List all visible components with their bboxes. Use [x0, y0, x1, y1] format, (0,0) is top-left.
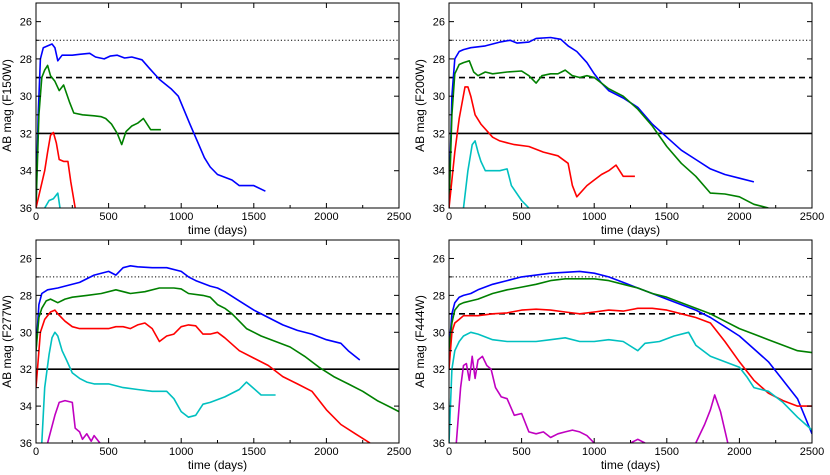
y-axis-label: AB mag (F277W) — [0, 295, 14, 388]
series-line-red — [449, 86, 635, 208]
x-tick-label: 2000 — [727, 211, 751, 223]
x-tick-label: 2500 — [387, 211, 411, 223]
x-tick-label: 1000 — [582, 211, 606, 223]
y-tick-label: 26 — [20, 253, 32, 265]
x-tick-label: 1500 — [655, 446, 679, 458]
plot-frame — [35, 2, 400, 209]
series-line-blue — [449, 270, 812, 435]
y-tick-label: 34 — [20, 166, 32, 178]
x-tick-label: 1500 — [242, 446, 266, 458]
y-tick-label: 36 — [433, 203, 445, 215]
series-line-green — [36, 64, 161, 208]
y-tick-label: 30 — [433, 91, 445, 103]
x-tick-label: 2000 — [314, 446, 338, 458]
x-tick-label: 1000 — [169, 211, 193, 223]
y-tick-label: 30 — [20, 91, 32, 103]
y-tick-label: 34 — [433, 401, 445, 413]
x-axis-label: time (days) — [188, 223, 247, 237]
series-line-cyan — [44, 192, 61, 208]
plot-frame — [35, 239, 400, 444]
x-tick-label: 500 — [512, 446, 530, 458]
series-line-cyan — [462, 140, 530, 208]
chart-panel-4: 0 500 1000 1500 2000 2500 26 28 30 32 34 36 time (da… — [413, 239, 824, 472]
x-tick-label: 0 — [446, 446, 452, 458]
x-tick-label: 1000 — [169, 446, 193, 458]
x-axis-label: time (days) — [601, 223, 660, 237]
y-tick-label: 34 — [20, 401, 32, 413]
series-line-green — [449, 60, 769, 208]
x-tick-label: 0 — [33, 446, 39, 458]
series-line-red — [36, 131, 76, 208]
y-tick-label: 34 — [433, 166, 445, 178]
x-tick-label: 2000 — [314, 211, 338, 223]
y-tick-label: 36 — [433, 438, 445, 450]
y-tick-label: 30 — [20, 327, 32, 339]
x-tick-label: 500 — [99, 211, 117, 223]
x-tick-label: 500 — [99, 446, 117, 458]
series-line-red — [449, 307, 812, 407]
y-tick-label: 32 — [20, 364, 32, 376]
y-tick-label: 32 — [433, 364, 445, 376]
y-axis-label: AB mag (F150W) — [0, 59, 14, 152]
x-tick-label: 0 — [33, 211, 39, 223]
x-axis-label: time (days) — [601, 458, 660, 472]
y-tick-label: 32 — [433, 128, 445, 140]
x-tick-label: 1500 — [655, 211, 679, 223]
x-tick-label: 500 — [512, 211, 530, 223]
series-line-magenta — [46, 399, 101, 443]
series-line-magenta-late — [630, 438, 646, 443]
y-tick-label: 36 — [20, 203, 32, 215]
x-tick-label: 1500 — [242, 211, 266, 223]
y-tick-label: 28 — [433, 54, 445, 66]
chart-panel-3: 0 500 1000 1500 2000 2500 26 28 30 32 34 36 time (da… — [0, 239, 411, 472]
y-axis-label: AB mag (F444W) — [413, 295, 427, 388]
x-tick-label: 2500 — [800, 211, 824, 223]
x-tick-label: 1000 — [582, 446, 606, 458]
x-tick-label: 2000 — [727, 446, 751, 458]
y-tick-label: 28 — [20, 54, 32, 66]
x-tick-label: 0 — [446, 211, 452, 223]
series-line-cyan — [449, 331, 812, 443]
y-tick-label: 28 — [433, 290, 445, 302]
series-line-red — [36, 309, 371, 443]
series-line-cyan — [41, 331, 276, 443]
plot-frame — [448, 2, 813, 209]
series-line-green — [36, 287, 399, 413]
x-tick-label: 2500 — [800, 446, 824, 458]
x-tick-label: 2500 — [387, 446, 411, 458]
y-tick-label: 26 — [20, 17, 32, 29]
series-line-magenta — [455, 355, 595, 443]
y-axis-label: AB mag (F200W) — [413, 59, 427, 152]
series-line-blue — [36, 265, 361, 361]
y-tick-label: 26 — [433, 17, 445, 29]
x-axis-label: time (days) — [188, 458, 247, 472]
chart-panel-2: 0 500 1000 1500 2000 2500 26 28 30 32 34 36 time (da… — [413, 2, 824, 237]
y-tick-label: 30 — [433, 327, 445, 339]
y-tick-label: 28 — [20, 290, 32, 302]
y-tick-label: 26 — [433, 253, 445, 265]
series-line-blue — [449, 36, 755, 208]
y-tick-label: 32 — [20, 128, 32, 140]
series-line-green — [449, 278, 812, 354]
series-line-magenta-spike — [695, 394, 729, 443]
y-tick-label: 36 — [20, 438, 32, 450]
series-line-blue — [36, 43, 266, 208]
chart-panel-1: 0 500 1000 1500 2000 2500 26 28 30 32 34 36 time (da… — [0, 2, 411, 237]
